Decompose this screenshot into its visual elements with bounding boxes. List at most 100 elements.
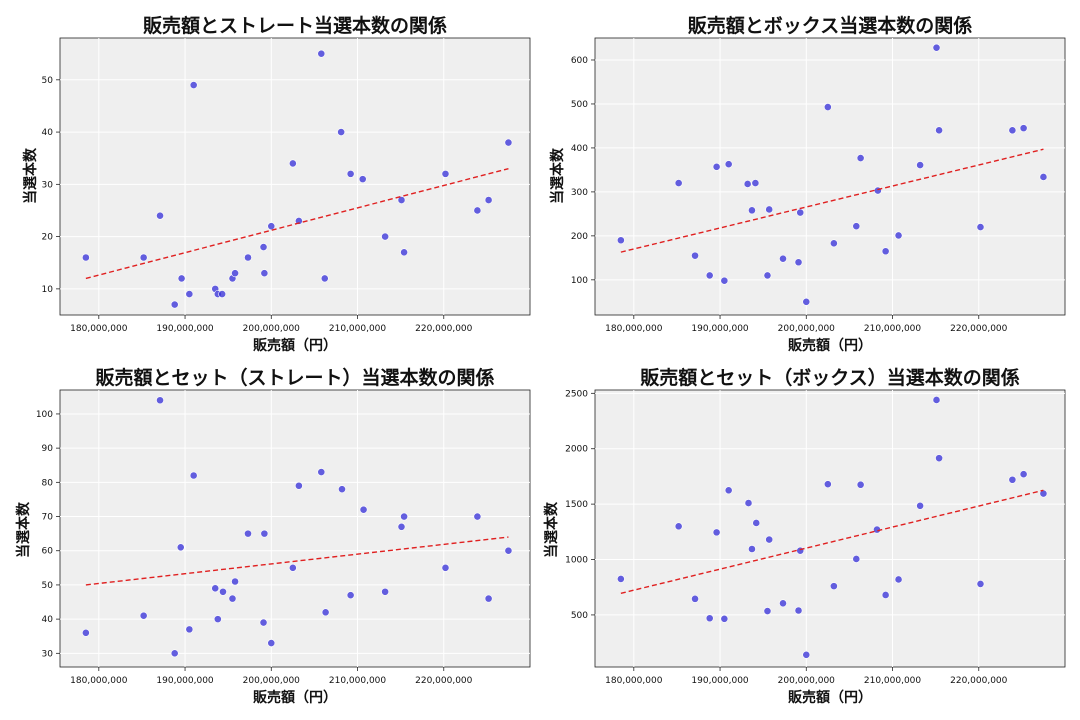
scatter-point bbox=[935, 454, 943, 463]
scatter-point bbox=[346, 591, 355, 600]
trend-line bbox=[620, 148, 1044, 253]
scatter-point bbox=[346, 169, 355, 178]
scatter-point bbox=[81, 253, 90, 262]
plot-area bbox=[59, 389, 531, 668]
chart-title: 販売額とボックス当選本数の関係 bbox=[688, 14, 972, 37]
x-tick-label: 220,000,000 bbox=[950, 324, 1008, 334]
scatter-point bbox=[616, 236, 625, 245]
scatter-point bbox=[856, 480, 865, 489]
scatter-point bbox=[724, 486, 733, 495]
y-tick-label: 100 bbox=[36, 410, 53, 420]
scatter-point bbox=[712, 528, 721, 537]
scatter-point bbox=[189, 81, 198, 89]
plot-area bbox=[59, 37, 531, 316]
x-tick-label: 210,000,000 bbox=[329, 324, 387, 334]
scatter-point bbox=[829, 239, 838, 248]
x-tick-label: 190,000,000 bbox=[156, 324, 214, 334]
x-axis-label: 販売額（円） bbox=[253, 337, 337, 354]
scatter-point bbox=[935, 126, 943, 135]
scatter-point bbox=[381, 587, 390, 596]
scatter-point bbox=[320, 274, 329, 283]
scatter-point bbox=[932, 43, 941, 52]
x-tick-label: 180,000,000 bbox=[70, 324, 128, 334]
y-axis-label: 当選本数 bbox=[22, 147, 39, 204]
scatter-point bbox=[397, 522, 406, 531]
scatter-point bbox=[881, 591, 890, 599]
scatter-point bbox=[1039, 489, 1048, 498]
y-tick-label: 60 bbox=[42, 547, 54, 557]
scatter-point bbox=[156, 211, 164, 220]
x-tick-label: 190,000,000 bbox=[691, 324, 749, 334]
scatter-point bbox=[244, 529, 252, 538]
scatter-point bbox=[794, 606, 803, 615]
scatter-point bbox=[81, 628, 90, 637]
scatter-point bbox=[218, 290, 227, 298]
scatter-point bbox=[674, 522, 683, 531]
scatter-point bbox=[170, 300, 179, 309]
scatter-point bbox=[794, 258, 803, 267]
scatter-point bbox=[705, 271, 714, 280]
y-tick-label: 1500 bbox=[565, 500, 588, 510]
chart-panel-straight: 販売額とストレート当選本数の関係 販売額（円） 当選本数 180,000,000… bbox=[22, 14, 531, 354]
scatter-point bbox=[744, 499, 753, 507]
scatter-point bbox=[317, 468, 326, 476]
x-tick-label: 210,000,000 bbox=[864, 324, 922, 334]
scatter-point bbox=[317, 49, 326, 58]
y-tick-label: 40 bbox=[42, 128, 54, 138]
scatter-point bbox=[751, 179, 760, 187]
trend-line bbox=[620, 489, 1044, 594]
scatter-point bbox=[932, 396, 941, 404]
scatter-point bbox=[752, 519, 761, 527]
y-tick-label: 80 bbox=[42, 478, 54, 488]
scatter-point bbox=[288, 563, 297, 572]
x-axis-label: 販売額（円） bbox=[788, 337, 872, 354]
scatter-point bbox=[976, 580, 985, 588]
x-tick-label: 180,000,000 bbox=[605, 324, 663, 334]
scatter-point bbox=[856, 154, 865, 162]
scatter-point bbox=[397, 196, 406, 204]
trend-line bbox=[85, 536, 509, 586]
scatter-point bbox=[1019, 124, 1028, 133]
scatter-point bbox=[244, 253, 252, 262]
scatter-point bbox=[170, 649, 179, 658]
y-tick-label: 400 bbox=[571, 144, 588, 154]
scatter-point bbox=[321, 608, 330, 617]
scatter-point bbox=[712, 162, 721, 171]
scatter-point bbox=[894, 575, 903, 584]
scatter-point bbox=[796, 208, 805, 217]
scatter-point bbox=[802, 297, 811, 306]
scatter-point bbox=[504, 138, 513, 147]
scatter-point bbox=[765, 205, 774, 214]
scatter-point bbox=[176, 543, 185, 552]
x-tick-label: 190,000,000 bbox=[691, 676, 749, 686]
scatter-point bbox=[259, 243, 268, 251]
plot-area bbox=[594, 389, 1066, 668]
x-axis-label: 販売額（円） bbox=[253, 689, 337, 706]
scatter-point bbox=[802, 650, 811, 659]
y-tick-label: 70 bbox=[42, 513, 54, 523]
scatter-point bbox=[294, 217, 303, 225]
y-tick-label: 300 bbox=[571, 188, 588, 198]
scatter-point bbox=[852, 222, 861, 231]
scatter-point bbox=[691, 251, 699, 260]
scatter-point bbox=[779, 254, 787, 263]
y-tick-label: 30 bbox=[42, 649, 54, 659]
scatter-point bbox=[873, 186, 882, 195]
scatter-point bbox=[358, 175, 367, 184]
y-tick-label: 600 bbox=[571, 56, 588, 66]
scatter-point bbox=[829, 582, 838, 591]
x-tick-label: 180,000,000 bbox=[605, 676, 663, 686]
x-tick-label: 200,000,000 bbox=[778, 324, 836, 334]
scatter-point bbox=[894, 231, 903, 240]
scatter-point bbox=[976, 223, 985, 231]
x-tick-label: 190,000,000 bbox=[156, 676, 214, 686]
scatter-point bbox=[228, 594, 237, 603]
scatter-point bbox=[260, 529, 269, 538]
scatter-point bbox=[691, 594, 699, 603]
scatter-point bbox=[748, 545, 756, 553]
scatter-point bbox=[338, 485, 346, 494]
scatter-point bbox=[294, 481, 303, 490]
scatter-point bbox=[916, 501, 925, 510]
scatter-point bbox=[231, 269, 239, 278]
chart-title: 販売額とストレート当選本数の関係 bbox=[143, 14, 447, 37]
